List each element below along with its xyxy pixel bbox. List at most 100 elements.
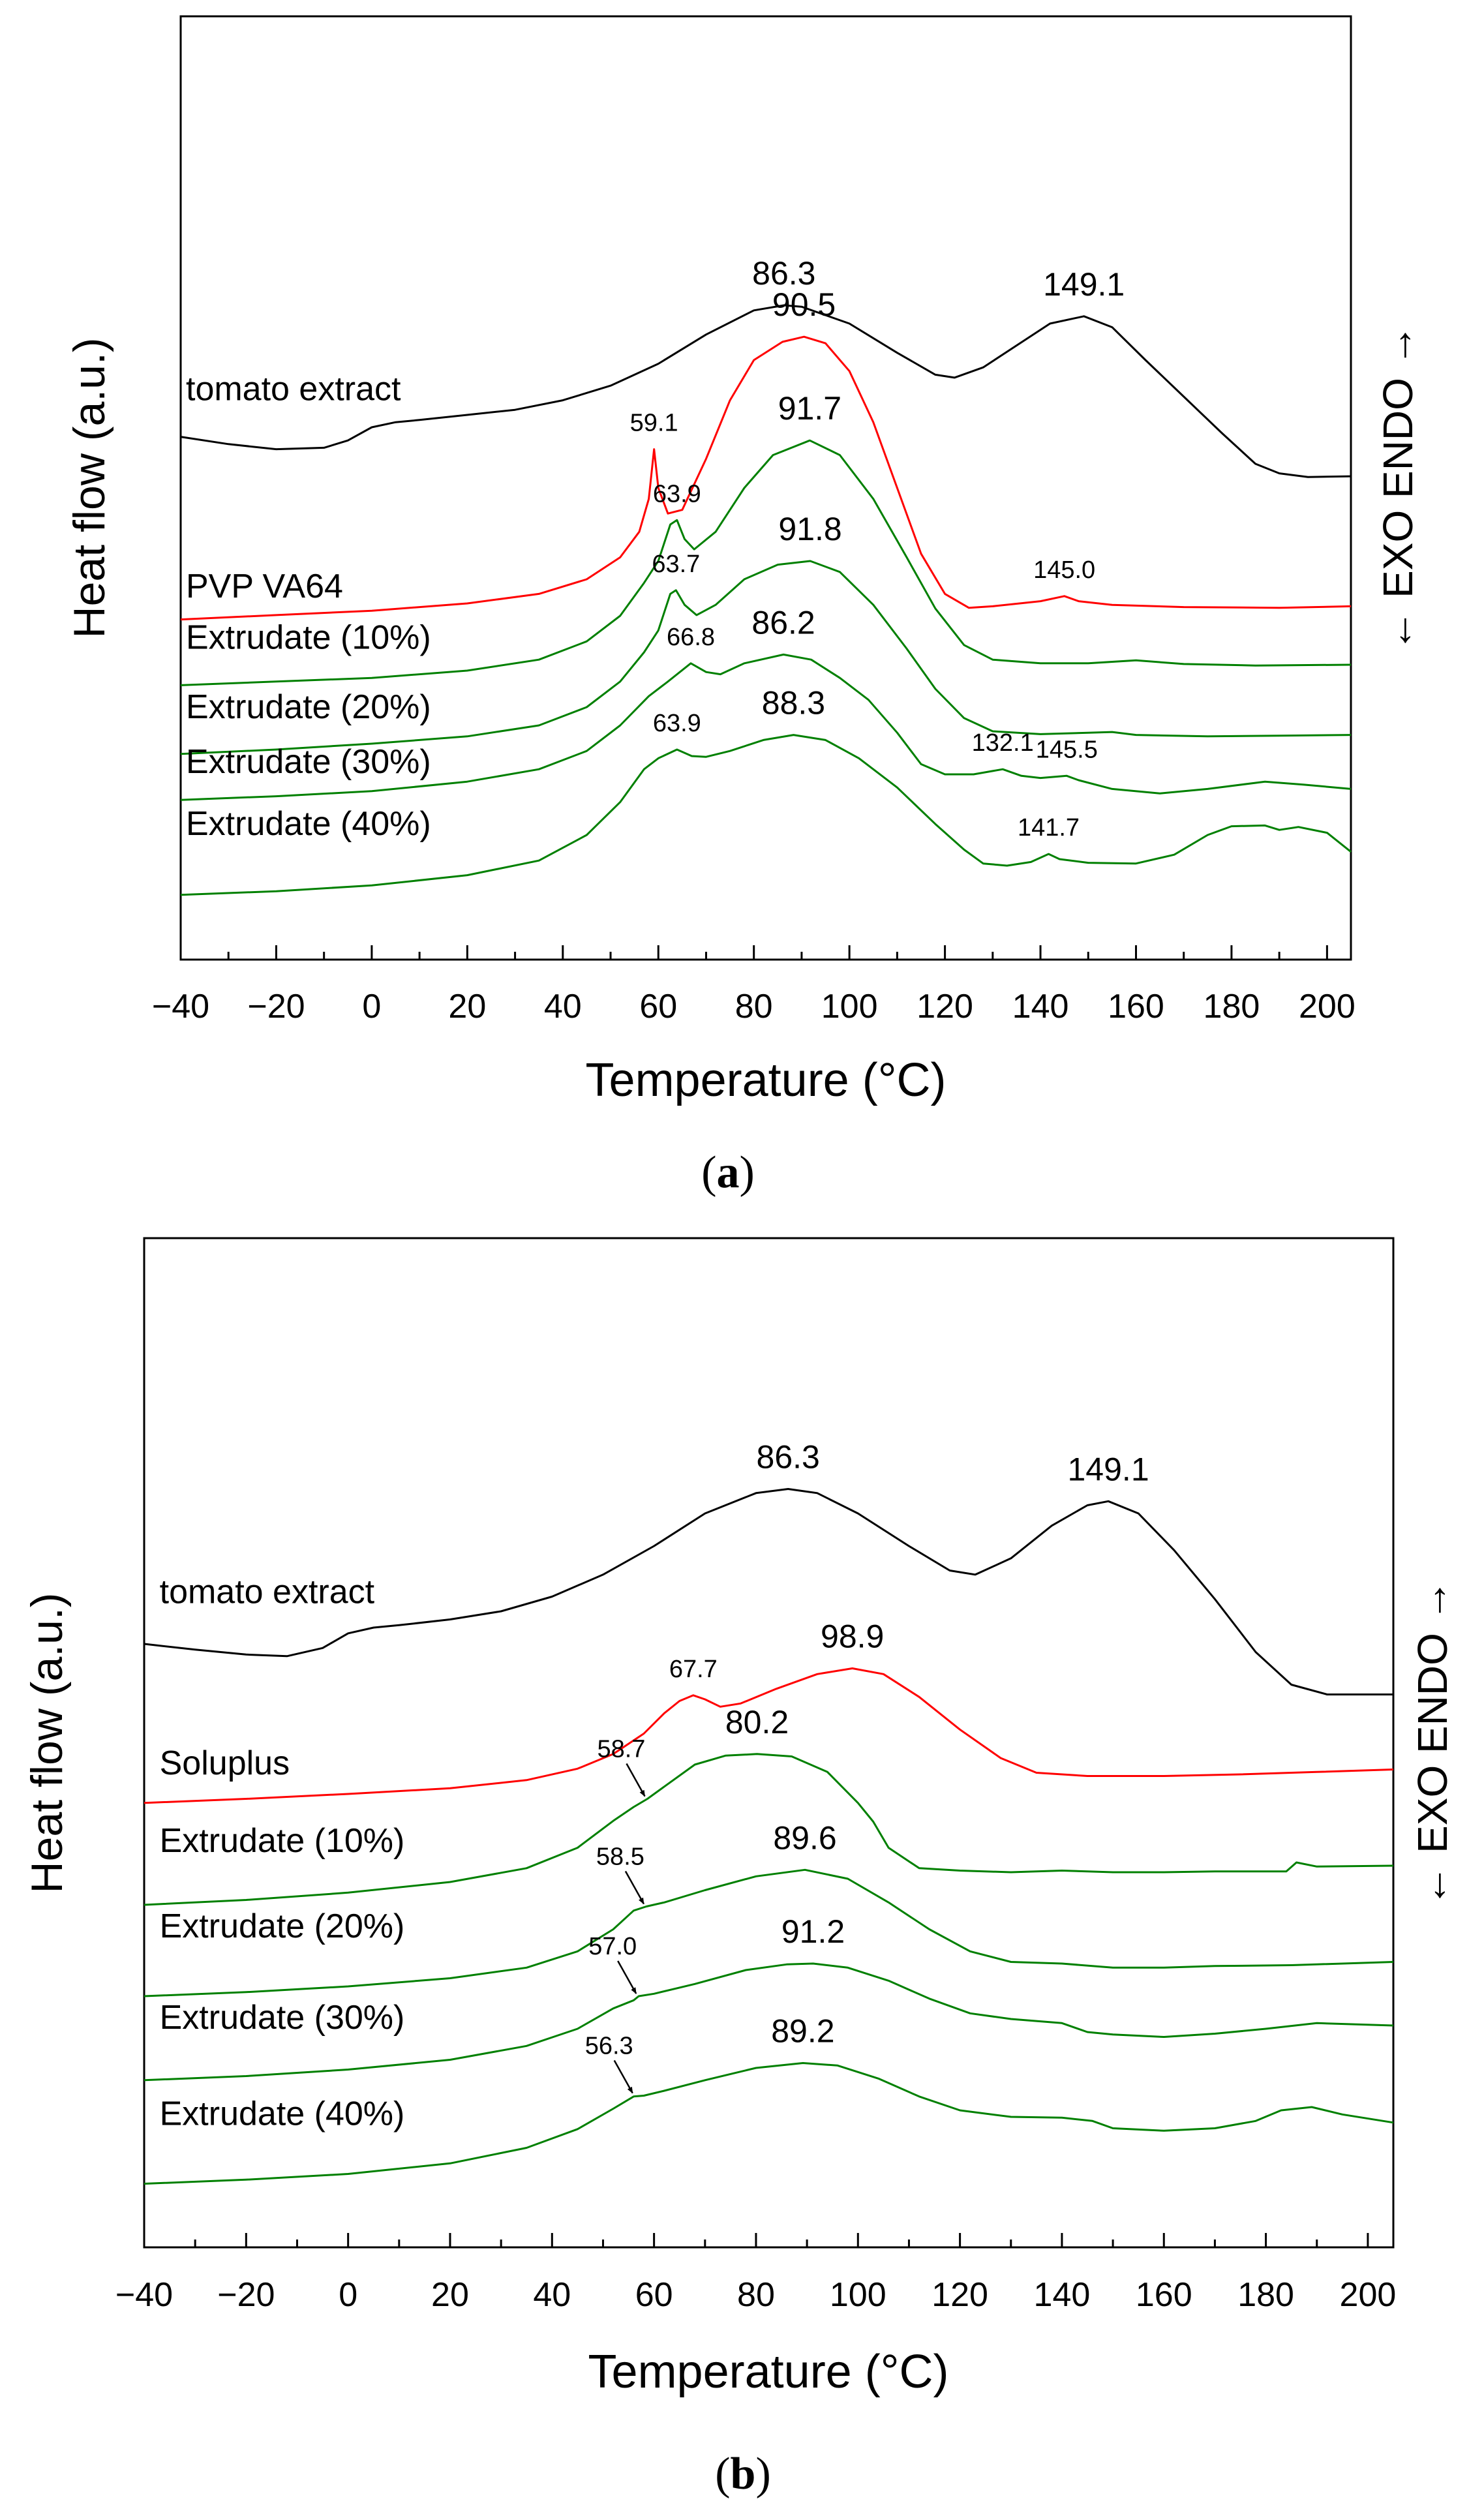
series-line-1 xyxy=(180,335,1352,621)
panel-label-b: (b) xyxy=(715,2449,771,2499)
peak-annotation-4: 145.0 xyxy=(1033,556,1095,584)
annotation-arrow-7 xyxy=(624,1870,644,1905)
peak-annotation-12: 145.5 xyxy=(1036,736,1098,763)
exo-endo-label: ← EXO ENDO → xyxy=(1409,1579,1456,1906)
exo-endo-label: ← EXO ENDO → xyxy=(1374,324,1421,651)
x-tick-label-7: 100 xyxy=(821,988,878,1025)
peak-annotation-3: 67.7 xyxy=(669,1656,718,1683)
x-tick-label-11: 180 xyxy=(1204,988,1260,1025)
plot-frame xyxy=(179,15,1352,961)
peak-annotation-8: 63.7 xyxy=(652,551,700,578)
x-tick-label-0: −40 xyxy=(152,988,209,1025)
series-label-1: Soluplus xyxy=(160,1744,290,1782)
x-tick-label-6: 80 xyxy=(735,988,773,1025)
peak-annotation-2: 98.9 xyxy=(821,1618,884,1655)
x-tick-label-3: 20 xyxy=(431,2276,469,2314)
x-tick-label-7: 100 xyxy=(830,2276,886,2314)
peak-annotation-1: 149.1 xyxy=(1043,266,1125,303)
plot-frame xyxy=(143,1237,1395,2249)
x-tick-label-2: 0 xyxy=(362,988,381,1025)
annotation-layer: 86.3 149.1 90.5 59.1 145.0 91.7 63.9 91.8 63.7 86… xyxy=(630,255,1125,842)
series-line-2 xyxy=(180,439,1352,686)
series-label-2: Extrudate (10%) xyxy=(186,618,431,656)
series-line-4 xyxy=(144,1962,1394,2082)
x-tick-label-6: 80 xyxy=(737,2276,775,2314)
series-label-4: Extrudate (30%) xyxy=(160,1999,405,2037)
peak-annotation-7: 58.5 xyxy=(596,1844,644,1871)
x-tick-label-12: 200 xyxy=(1340,2276,1397,2314)
peak-annotation-15: 141.7 xyxy=(1018,814,1080,842)
series-line-0 xyxy=(180,304,1352,478)
series-line-5 xyxy=(180,734,1352,896)
y-axis-label: Heat flow (a.u.) xyxy=(22,1592,72,1893)
x-axis-label: Temperature (°C) xyxy=(588,2346,949,2398)
peak-annotation-0: 86.3 xyxy=(757,1439,820,1476)
series-line-2 xyxy=(144,1753,1394,1906)
x-tick-label-4: 40 xyxy=(533,2276,571,2314)
panel-letter: a xyxy=(717,1147,740,1198)
series-line-1 xyxy=(144,1667,1394,1804)
x-tick-label-5: 60 xyxy=(635,2276,673,2314)
peak-annotation-9: 57.0 xyxy=(588,1933,637,1960)
peak-annotation-10: 89.2 xyxy=(771,2013,834,2050)
peak-annotation-0: 86.3 xyxy=(752,255,815,292)
series-layer: tomato extract Soluplus Extrudate (10%) Ext… xyxy=(144,1488,1394,2185)
x-tick-label-9: 140 xyxy=(1012,988,1069,1025)
annotation-arrow-9 xyxy=(617,1960,637,1994)
x-tick-label-5: 60 xyxy=(639,988,677,1025)
peak-annotation-5: 91.7 xyxy=(778,390,841,427)
annotation-arrow-11 xyxy=(613,2059,633,2094)
annotation-arrow-5 xyxy=(626,1763,646,1797)
panel-letter: b xyxy=(731,2449,756,2499)
panel-a: tomato extract PVP VA64 Extrudate (10%) Ext… xyxy=(65,15,1421,1198)
peak-annotation-5: 58.7 xyxy=(597,1736,645,1763)
annotation-layer: 86.3 149.1 98.9 67.7 80.2 58.7 89.6 58.5 91.2 57.… xyxy=(585,1439,1149,2094)
x-tick-label-2: 0 xyxy=(339,2276,357,2314)
peak-annotation-2: 90.5 xyxy=(772,286,836,323)
peak-annotation-10: 66.8 xyxy=(667,624,715,651)
panel-b: tomato extract Soluplus Extrudate (10%) Ext… xyxy=(22,1237,1456,2499)
series-label-2: Extrudate (10%) xyxy=(160,1822,405,1860)
series-label-0: tomato extract xyxy=(160,1573,375,1611)
x-tick-label-1: −20 xyxy=(217,2276,275,2314)
series-label-5: Extrudate (40%) xyxy=(160,2095,405,2133)
x-tick-label-10: 160 xyxy=(1136,2276,1192,2314)
peak-annotation-1: 149.1 xyxy=(1068,1451,1149,1487)
series-label-0: tomato extract xyxy=(186,371,401,408)
x-axis-label: Temperature (°C) xyxy=(586,1054,947,1106)
series-line-5 xyxy=(144,2062,1394,2185)
panel-label-a: (a) xyxy=(701,1147,755,1198)
peak-annotation-7: 91.8 xyxy=(778,511,841,547)
peak-annotation-9: 86.2 xyxy=(751,604,815,641)
x-tick-label-11: 180 xyxy=(1237,2276,1294,2314)
series-label-3: Extrudate (20%) xyxy=(186,688,431,726)
x-tick-label-8: 120 xyxy=(931,2276,988,2314)
y-axis-label: Heat flow (a.u.) xyxy=(65,337,114,638)
series-line-3 xyxy=(144,1868,1394,1997)
series-label-4: Extrudate (30%) xyxy=(186,743,431,781)
peak-annotation-11: 56.3 xyxy=(585,2033,633,2060)
x-axis-ticks: −40 −20 0 20 40 60 80 100 120 140 160 180 200 xyxy=(152,945,1355,1025)
peak-annotation-6: 89.6 xyxy=(773,1819,836,1856)
series-line-0 xyxy=(144,1488,1393,1695)
series-label-1: PVP VA64 xyxy=(186,568,343,605)
x-tick-label-10: 160 xyxy=(1108,988,1164,1025)
x-tick-label-12: 200 xyxy=(1299,988,1355,1025)
x-tick-label-1: −20 xyxy=(247,988,305,1025)
series-label-5: Extrudate (40%) xyxy=(186,805,431,843)
series-line-3 xyxy=(180,560,1352,755)
x-tick-label-0: −40 xyxy=(115,2276,173,2314)
peak-annotation-13: 88.3 xyxy=(762,685,825,721)
x-tick-label-4: 40 xyxy=(544,988,582,1025)
x-tick-label-8: 120 xyxy=(916,988,973,1025)
peak-annotation-14: 63.9 xyxy=(653,710,701,737)
series-label-3: Extrudate (20%) xyxy=(160,1907,405,1945)
peak-annotation-3: 59.1 xyxy=(630,410,678,437)
peak-annotation-11: 132.1 xyxy=(972,729,1034,757)
x-axis-ticks: −40 −20 0 20 40 60 80 100 120 140 160 180 200 xyxy=(115,2233,1396,2314)
peak-annotation-6: 63.9 xyxy=(653,480,701,508)
series-layer: tomato extract PVP VA64 Extrudate (10%) Ext… xyxy=(180,304,1352,896)
x-tick-label-9: 140 xyxy=(1034,2276,1091,2314)
series-line-4 xyxy=(180,653,1352,801)
